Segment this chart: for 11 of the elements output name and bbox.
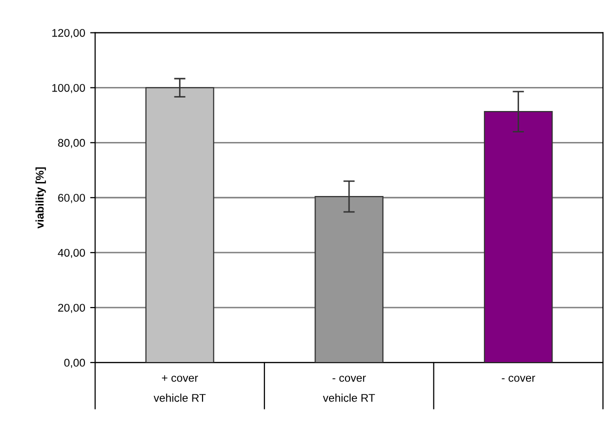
y-axis-title: viability [%] [36, 167, 46, 228]
y-tick-label: 120,00 [52, 28, 85, 38]
y-tick-label: 40,00 [58, 248, 85, 258]
y-tick-label: 100,00 [52, 84, 85, 94]
y-tick-label: 80,00 [58, 138, 85, 148]
y-tick-label: 20,00 [58, 304, 85, 314]
y-tick-label: 0,00 [64, 358, 85, 368]
x-tick-label: + cover vehicle RT [154, 375, 206, 402]
x-tick-label: - cover vehicle RT [322, 376, 375, 402]
x-tick-label: - cover [502, 376, 536, 382]
y-tick-label: 60,00 [58, 194, 85, 204]
